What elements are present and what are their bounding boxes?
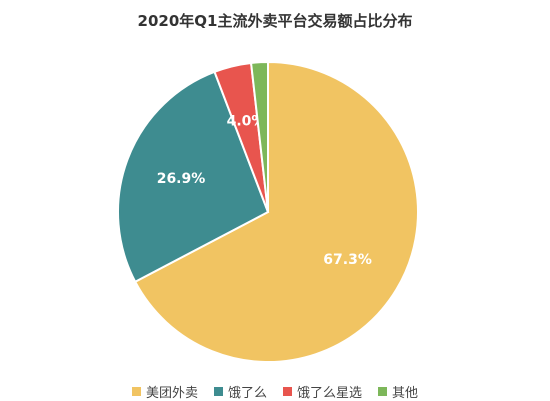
data-label-eleme-xingxuan: 4.0%	[227, 114, 266, 130]
legend-swatch	[378, 386, 388, 396]
chart-title: 2020年Q1主流外卖平台交易额占比分布	[137, 12, 413, 30]
slice-meituan	[133, 60, 419, 363]
slice-eleme	[117, 70, 270, 284]
data-label-meituan: 67.3%	[323, 252, 372, 268]
legend-label: 美团外卖	[145, 385, 198, 401]
legend-item-meituan: 美团外卖	[131, 382, 198, 401]
legend: 美团外卖 饿了么 饿了么星选 其他	[0, 382, 550, 401]
legend-item-eleme: 饿了么	[213, 382, 267, 401]
slice-other	[249, 60, 269, 213]
legend-label: 饿了么	[227, 385, 267, 401]
legend-label: 饿了么星选	[297, 385, 363, 401]
pie-chart: 67.3% 26.9% 4.0%	[117, 60, 419, 363]
legend-item-other: 其他	[378, 382, 418, 401]
legend-swatch	[283, 386, 292, 396]
data-label-eleme: 26.9%	[157, 171, 206, 187]
legend-item-eleme-xingxuan: 饿了么星选	[283, 382, 362, 401]
legend-swatch	[213, 386, 223, 396]
legend-label: 其他	[392, 385, 419, 401]
legend-swatch	[131, 386, 141, 396]
